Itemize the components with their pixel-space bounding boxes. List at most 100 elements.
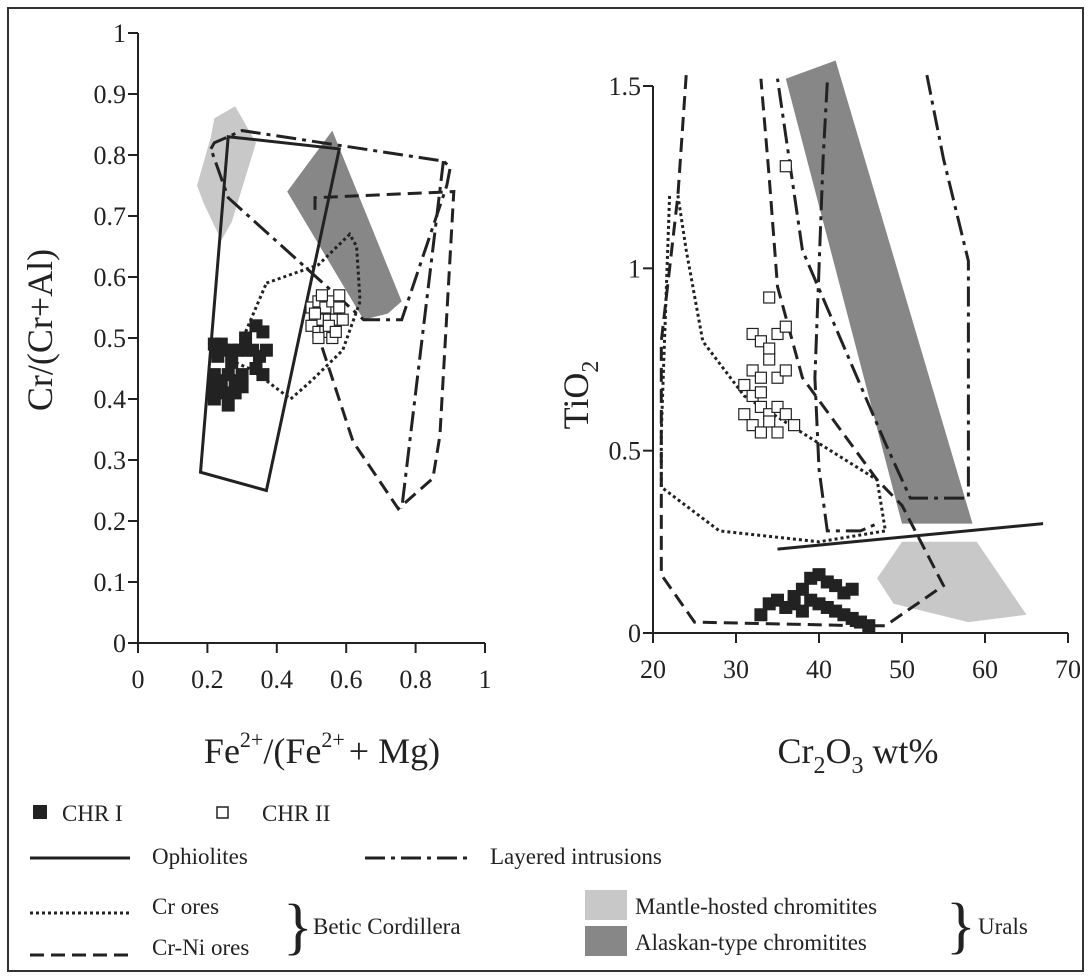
chr1-point — [754, 608, 768, 622]
chr1-point — [235, 380, 249, 394]
chr1-point — [845, 582, 859, 596]
x-tick-label: 40 — [806, 655, 832, 684]
legend-urals-label: Urals — [978, 914, 1028, 939]
chr2-point — [754, 386, 768, 399]
y-tick-label: 0.3 — [94, 446, 127, 475]
x-tick-label: 60 — [972, 655, 998, 684]
legend-chr1-label: CHR I — [62, 801, 123, 826]
legend-crni-ores-label: Cr-Ni ores — [152, 935, 249, 960]
y-tick-label: 1 — [113, 19, 126, 48]
y-tick-label: 0.4 — [94, 385, 127, 414]
chr2-point — [326, 295, 339, 308]
layered-intrusions-field — [209, 129, 452, 322]
x-tick-label: 50 — [889, 655, 915, 684]
chr2-point — [754, 400, 768, 414]
x-tick-label: 0.8 — [399, 665, 432, 694]
chr2-point — [779, 160, 792, 173]
brace-icon: } — [946, 892, 976, 960]
layered-intrusions-field — [776, 74, 970, 500]
chr2-point — [305, 319, 318, 332]
chr2-point — [754, 426, 768, 439]
chr1-point — [256, 325, 270, 339]
legend-mantle-swatch — [585, 890, 627, 920]
y-tick-label: 0.9 — [94, 80, 127, 109]
x-tick-label: 0.2 — [191, 665, 224, 694]
chr2-point — [771, 426, 784, 439]
y-tick-label: 0.7 — [94, 202, 127, 231]
chr2-point — [771, 327, 784, 341]
left-xlabel: Fe2+/(Fe2+ + Mg) — [204, 727, 440, 771]
x-tick-label: 0.4 — [261, 665, 294, 694]
legend-betic-label: Betic Cordillera — [313, 914, 461, 939]
chr2-point — [779, 364, 792, 377]
chr2-point — [329, 325, 342, 338]
left-chart: 0 0.2 0.4 0.6 0.8 1 0 0.1 0.2 0.3 0.4 0.5 0.6 0.7 0.8 0… — [94, 19, 492, 694]
chr2-point — [333, 301, 346, 314]
legend-mantle-label: Mantle-hosted chromitites — [635, 894, 877, 919]
legend-chr2-label: CHR II — [262, 801, 330, 826]
y-tick-label: 0.2 — [94, 507, 127, 536]
chr2-point — [322, 319, 335, 332]
chr2-point — [779, 320, 792, 333]
chr2-point — [763, 291, 776, 304]
chr2-point — [771, 371, 784, 384]
chr1-point — [249, 362, 263, 375]
y-tick-label: 0.1 — [94, 568, 127, 597]
chr2-point — [763, 342, 776, 355]
layered-intrusions-field — [400, 160, 445, 509]
chr1-point — [795, 582, 809, 596]
x-tick-label: 1 — [479, 665, 492, 694]
right-ylabel: TiO2 — [556, 361, 604, 430]
chr2-point — [738, 408, 751, 421]
legend-layered-label: Layered intrusions — [490, 844, 662, 869]
chr1-point — [211, 349, 225, 363]
brace-icon: } — [283, 893, 313, 961]
x-tick-label: 0.6 — [330, 665, 363, 694]
cr-ni-ores-field — [659, 74, 946, 628]
x-tick-label: 20 — [640, 655, 666, 684]
legend: CHR I CHR II Ophiolites Layered intrusio… — [30, 801, 1028, 961]
chr2-point — [746, 419, 759, 432]
chr2-point — [746, 364, 759, 377]
figure-frame — [7, 7, 1084, 972]
mantle-hosted-chromitites-field — [877, 541, 1027, 623]
y-tick-label: 1 — [628, 254, 641, 283]
chr2-point — [763, 415, 776, 428]
x-tick-label: 70 — [1055, 655, 1081, 684]
x-tick-label: 0 — [132, 665, 145, 694]
alaskan-type-chromitites-field — [785, 60, 973, 524]
chr1-point — [239, 331, 253, 345]
chr1-point — [862, 619, 876, 633]
y-tick-label: 0.6 — [94, 263, 127, 292]
chr2-point — [754, 371, 768, 384]
right-xlabel: Cr2O3 wt% — [778, 731, 939, 779]
left-ylabel: Cr/(Cr+Al) — [20, 249, 60, 411]
legend-chr1-marker — [33, 805, 47, 819]
legend-cr-ores-label: Cr ores — [152, 894, 219, 919]
chr1-point — [235, 368, 249, 382]
y-tick-label: 0.5 — [94, 324, 127, 353]
chr2-point — [308, 307, 322, 320]
chr2-point — [336, 313, 349, 326]
legend-alaskan-label: Alaskan-type chromitites — [635, 930, 867, 955]
legend-alaskan-swatch — [585, 926, 627, 956]
ophiolites-field — [777, 522, 1044, 551]
chr1-point — [221, 398, 235, 412]
y-tick-label: 1.5 — [609, 72, 642, 101]
y-tick-label: 0.8 — [94, 141, 127, 170]
right-chart: 20 30 40 50 60 70 0 0.5 1 1.5 — [609, 60, 1081, 684]
legend-chr2-marker — [216, 806, 229, 819]
chr2-point — [312, 331, 325, 345]
legend-ophiolites-label: Ophiolites — [152, 844, 248, 869]
chr1-point — [207, 392, 221, 406]
cr-ores-field — [233, 231, 362, 401]
chr2-point — [319, 301, 332, 314]
chr2-point — [779, 408, 792, 421]
y-tick-label: 0.5 — [609, 437, 642, 466]
layered-intrusions-field — [813, 82, 878, 533]
alaskan-type-chromitites-field — [287, 130, 402, 320]
chr2-point — [763, 353, 776, 366]
chr2-point — [787, 419, 801, 432]
y-tick-label: 0 — [113, 629, 126, 658]
chr1-point — [787, 597, 801, 611]
